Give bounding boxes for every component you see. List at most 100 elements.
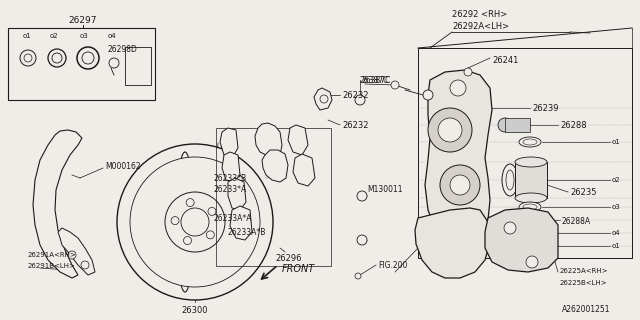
- Bar: [125, 47, 151, 85]
- Circle shape: [165, 192, 225, 252]
- Circle shape: [117, 144, 273, 300]
- Text: 26232: 26232: [342, 121, 369, 130]
- Text: o1: o1: [23, 33, 32, 39]
- Text: 26225A<RH>: 26225A<RH>: [560, 268, 609, 274]
- Text: 26235: 26235: [570, 188, 596, 197]
- Text: FRONT: FRONT: [282, 264, 316, 274]
- Circle shape: [526, 256, 538, 268]
- Circle shape: [440, 165, 480, 205]
- Circle shape: [186, 199, 194, 207]
- Ellipse shape: [515, 157, 547, 167]
- Text: o4: o4: [612, 230, 621, 236]
- Text: 26296: 26296: [275, 254, 301, 263]
- Circle shape: [48, 49, 66, 67]
- Circle shape: [438, 118, 462, 142]
- Circle shape: [423, 90, 433, 100]
- Ellipse shape: [519, 137, 541, 147]
- Text: o1: o1: [612, 243, 621, 249]
- Bar: [505, 118, 530, 132]
- Text: 26300: 26300: [182, 306, 208, 315]
- Circle shape: [24, 54, 32, 62]
- Circle shape: [109, 58, 119, 68]
- Circle shape: [428, 108, 472, 152]
- Circle shape: [320, 95, 328, 103]
- Polygon shape: [220, 128, 238, 158]
- Polygon shape: [262, 150, 288, 182]
- Polygon shape: [230, 206, 252, 240]
- Circle shape: [181, 208, 209, 236]
- Text: 26291B<LH>: 26291B<LH>: [28, 263, 76, 269]
- Text: o2: o2: [50, 33, 59, 39]
- Text: M130011: M130011: [367, 185, 403, 194]
- Circle shape: [171, 217, 179, 225]
- Circle shape: [498, 118, 512, 132]
- Circle shape: [450, 80, 466, 96]
- Text: 26291A<RH>: 26291A<RH>: [28, 252, 77, 258]
- Text: 26288A: 26288A: [562, 217, 591, 226]
- Ellipse shape: [521, 229, 539, 237]
- Text: 26225B<LH>: 26225B<LH>: [560, 280, 607, 286]
- Ellipse shape: [506, 170, 514, 190]
- Polygon shape: [228, 178, 246, 210]
- Circle shape: [504, 222, 516, 234]
- Text: o3: o3: [612, 204, 621, 210]
- Bar: [418, 48, 632, 258]
- Polygon shape: [293, 154, 315, 186]
- Text: M000162: M000162: [105, 162, 141, 171]
- Text: 26288: 26288: [560, 121, 587, 130]
- Text: 26292 <RH>: 26292 <RH>: [452, 10, 508, 19]
- Circle shape: [206, 231, 214, 239]
- Text: 26387C: 26387C: [362, 76, 392, 85]
- Text: 26239: 26239: [532, 104, 559, 113]
- Text: o4: o4: [108, 33, 116, 39]
- Bar: [216, 128, 331, 266]
- Ellipse shape: [519, 202, 541, 212]
- Text: 26233A*B: 26233A*B: [228, 228, 266, 237]
- Bar: [515, 162, 547, 198]
- Circle shape: [68, 251, 76, 259]
- Ellipse shape: [527, 243, 543, 250]
- Text: 26298D: 26298D: [108, 45, 138, 54]
- Text: 26387C: 26387C: [360, 76, 389, 85]
- Circle shape: [52, 53, 62, 63]
- Circle shape: [130, 157, 260, 287]
- Circle shape: [208, 207, 216, 215]
- Text: A262001251: A262001251: [562, 305, 611, 314]
- Circle shape: [391, 81, 399, 89]
- Circle shape: [355, 95, 365, 105]
- Polygon shape: [314, 88, 332, 110]
- Circle shape: [357, 191, 367, 201]
- Ellipse shape: [523, 139, 537, 145]
- Polygon shape: [222, 152, 240, 182]
- Circle shape: [77, 47, 99, 69]
- Text: 26233*A: 26233*A: [214, 185, 247, 194]
- Polygon shape: [58, 228, 95, 275]
- Polygon shape: [425, 70, 492, 242]
- Text: 26233A*A: 26233A*A: [214, 214, 253, 223]
- Polygon shape: [255, 123, 282, 158]
- Circle shape: [450, 175, 470, 195]
- Circle shape: [184, 236, 191, 244]
- Ellipse shape: [176, 152, 194, 292]
- Circle shape: [355, 273, 361, 279]
- Text: 26241: 26241: [492, 56, 518, 65]
- Text: 26232: 26232: [342, 91, 369, 100]
- Text: 26233*B: 26233*B: [214, 174, 247, 183]
- Bar: [8, 28, 155, 100]
- Ellipse shape: [515, 193, 547, 203]
- Circle shape: [20, 50, 36, 66]
- Circle shape: [82, 52, 94, 64]
- Text: 26292A<LH>: 26292A<LH>: [452, 22, 509, 31]
- Ellipse shape: [523, 204, 537, 210]
- Circle shape: [464, 68, 472, 76]
- Circle shape: [81, 261, 89, 269]
- Circle shape: [357, 235, 367, 245]
- Text: FIG.200: FIG.200: [378, 261, 408, 270]
- Ellipse shape: [502, 164, 518, 196]
- Polygon shape: [485, 208, 558, 272]
- Text: 26297: 26297: [68, 16, 97, 25]
- Text: o1: o1: [612, 139, 621, 145]
- Circle shape: [505, 215, 515, 225]
- Polygon shape: [33, 130, 82, 278]
- Ellipse shape: [530, 244, 540, 248]
